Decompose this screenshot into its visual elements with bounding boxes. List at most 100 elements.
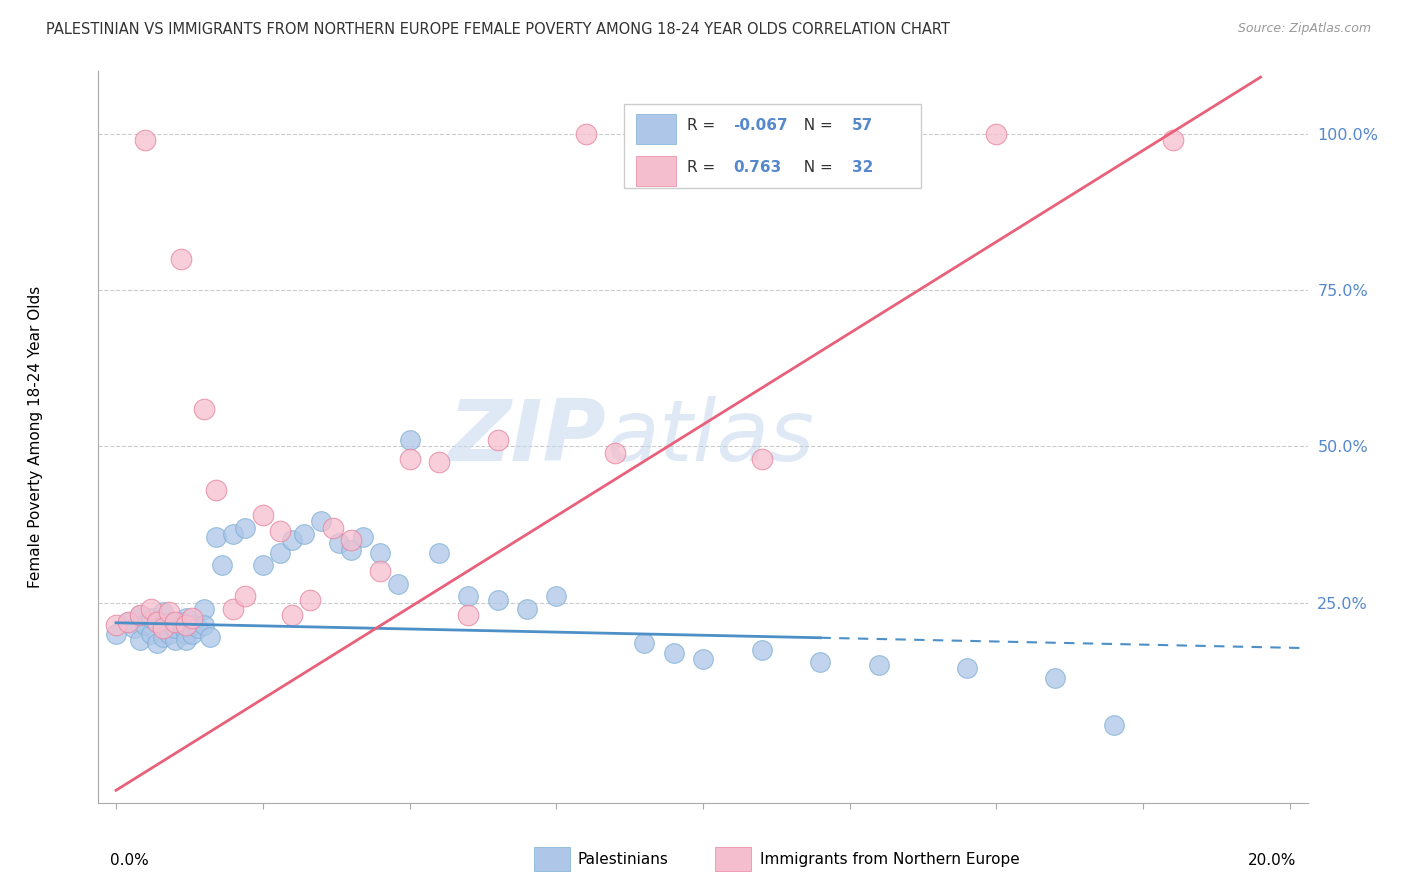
Point (692, 652, 714, 666)
Point (808, 655, 831, 669)
Point (457, 590, 479, 604)
Point (152, 621, 174, 635)
Text: -0.067: -0.067 (734, 118, 787, 133)
Point (252, 508, 274, 523)
Point (128, 608, 150, 623)
Point (398, 452, 420, 467)
Point (193, 401, 215, 416)
Point (163, 633, 186, 648)
Point (486, 592, 509, 607)
Point (311, 515, 333, 529)
Point (281, 608, 304, 623)
Text: 20.0%: 20.0% (1247, 853, 1296, 868)
Text: atlas: atlas (606, 395, 814, 479)
Point (157, 615, 180, 629)
Point (141, 611, 163, 625)
Point (163, 615, 186, 629)
Point (298, 592, 321, 607)
Point (398, 434, 420, 448)
Point (134, 617, 156, 632)
Point (751, 452, 773, 467)
Text: 57: 57 (852, 118, 873, 133)
Point (1102, 717, 1125, 731)
Point (128, 633, 150, 648)
Point (269, 546, 291, 560)
Point (292, 527, 315, 541)
Point (198, 630, 221, 644)
Point (169, 617, 191, 632)
Point (281, 533, 304, 548)
Point (1043, 671, 1066, 685)
Point (193, 617, 215, 632)
Point (181, 617, 204, 632)
Point (122, 621, 145, 635)
Point (176, 627, 198, 641)
Point (105, 627, 128, 641)
Point (516, 602, 538, 616)
Point (340, 542, 363, 557)
Point (368, 565, 391, 579)
Point (269, 524, 291, 538)
Text: 0.0%: 0.0% (110, 853, 149, 868)
Point (117, 615, 139, 629)
Point (187, 621, 209, 635)
Text: N =: N = (793, 118, 838, 133)
Point (169, 252, 191, 266)
Point (986, 127, 1008, 141)
Text: 32: 32 (852, 160, 873, 175)
Text: R =: R = (688, 160, 720, 175)
Point (181, 611, 204, 625)
Point (157, 617, 180, 632)
Point (486, 434, 509, 448)
Point (328, 536, 350, 550)
Point (146, 615, 169, 629)
Point (222, 527, 245, 541)
Point (141, 602, 163, 616)
Point (387, 577, 409, 591)
FancyBboxPatch shape (716, 847, 751, 871)
Point (252, 558, 274, 573)
Point (575, 127, 598, 141)
Text: ZIP: ZIP (449, 395, 606, 479)
Text: 0.763: 0.763 (734, 160, 782, 175)
Text: N =: N = (793, 160, 838, 175)
Point (546, 590, 568, 604)
Point (662, 646, 685, 660)
Point (427, 455, 450, 469)
Point (868, 658, 890, 673)
FancyBboxPatch shape (534, 847, 569, 871)
Point (233, 521, 256, 535)
Point (146, 636, 169, 650)
Y-axis label: Female Poverty Among 18-24 Year Olds: Female Poverty Among 18-24 Year Olds (28, 286, 42, 588)
Point (233, 590, 256, 604)
Point (128, 608, 150, 623)
Point (211, 558, 233, 573)
Text: PALESTINIAN VS IMMIGRANTS FROM NORTHERN EUROPE FEMALE POVERTY AMONG 18-24 YEAR O: PALESTINIAN VS IMMIGRANTS FROM NORTHERN … (46, 22, 950, 37)
FancyBboxPatch shape (637, 156, 676, 186)
Point (222, 602, 245, 616)
Point (1161, 133, 1184, 147)
Point (956, 661, 979, 675)
Point (152, 605, 174, 619)
Point (152, 630, 174, 644)
Point (176, 633, 198, 648)
Point (193, 602, 215, 616)
Point (751, 642, 773, 657)
FancyBboxPatch shape (637, 114, 676, 144)
Point (340, 533, 363, 548)
Point (368, 546, 391, 560)
Text: Immigrants from Northern Europe: Immigrants from Northern Europe (759, 852, 1019, 867)
Point (322, 521, 344, 535)
Point (117, 615, 139, 629)
Point (176, 617, 198, 632)
FancyBboxPatch shape (624, 104, 921, 188)
Point (176, 611, 198, 625)
Point (204, 483, 226, 498)
Point (105, 617, 128, 632)
Point (204, 530, 226, 544)
Point (603, 446, 626, 460)
Text: Palestinians: Palestinians (578, 852, 668, 867)
Point (352, 530, 374, 544)
Point (134, 133, 156, 147)
Point (163, 621, 186, 635)
